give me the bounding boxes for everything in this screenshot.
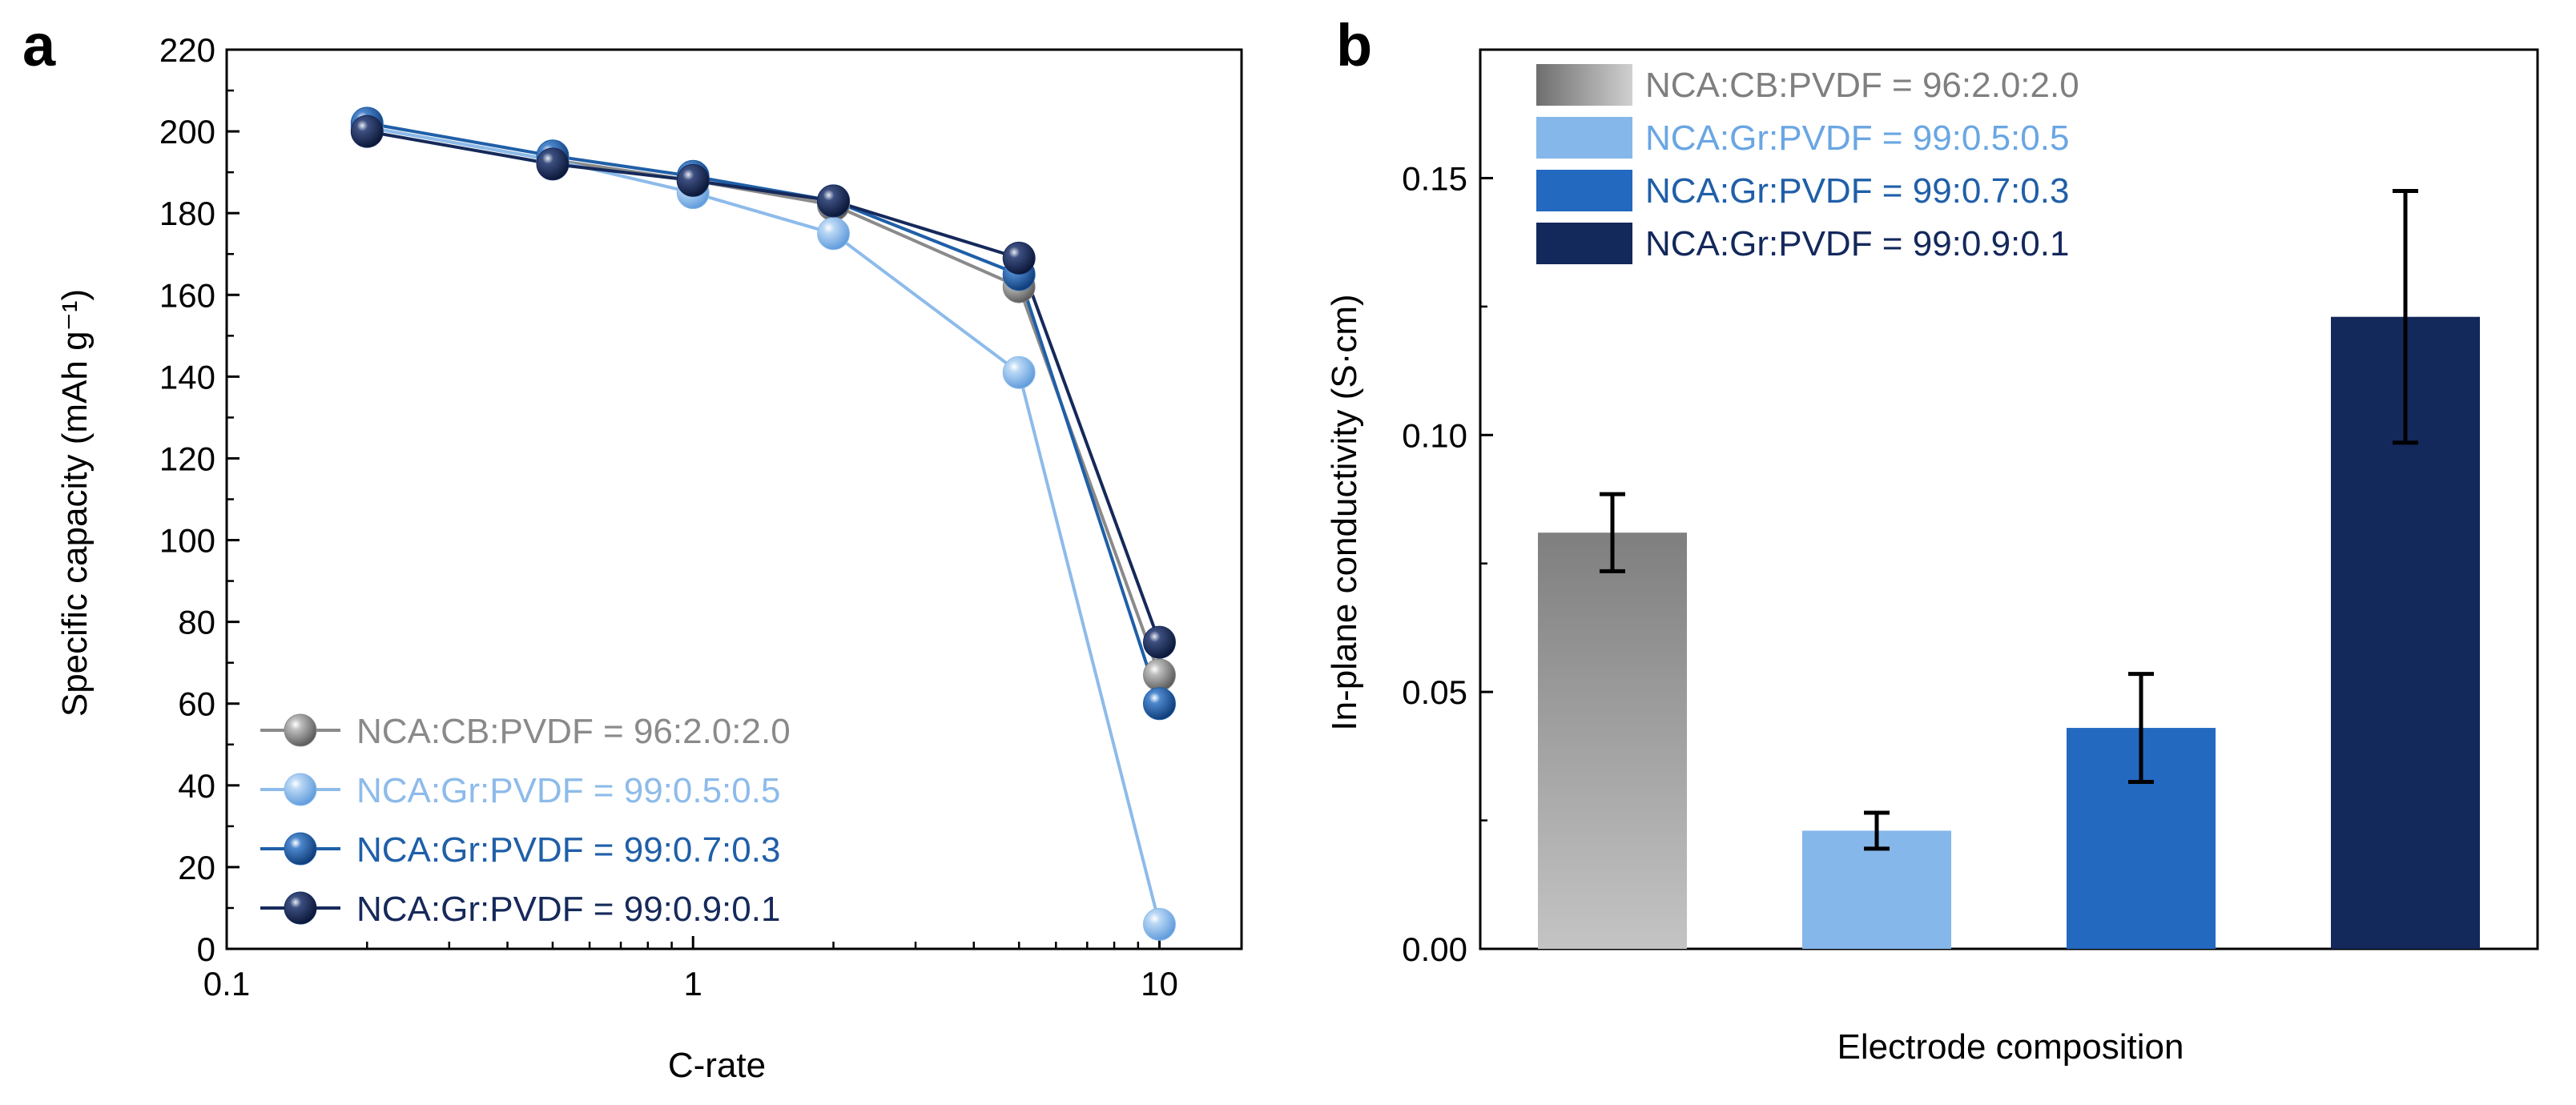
conductivity-axes: 0.00 0.05 0.10 0.15 xyxy=(1402,48,2539,968)
conductivity-y-axis-label: In-plane conductivity (S·cm) xyxy=(1325,294,1364,730)
capacity-y-tick-label: 0 xyxy=(197,930,215,968)
conductivity-legend-swatch xyxy=(1536,117,1632,159)
capacity-data-point xyxy=(350,115,384,148)
capacity-y-tick-label: 160 xyxy=(159,276,215,314)
conductivity-plot-frame xyxy=(1479,48,2539,950)
capacity-data-point xyxy=(1002,356,1036,389)
capacity-data-point xyxy=(817,184,851,218)
capacity-legend-label: NCA:Gr:PVDF = 99:0.5:0.5 xyxy=(356,771,780,810)
conductivity-legend-swatch xyxy=(1536,223,1632,264)
capacity-data-point xyxy=(1142,625,1176,659)
conductivity-legend-label: NCA:Gr:PVDF = 99:0.9:0.1 xyxy=(1645,224,2069,263)
capacity-y-tick-label: 200 xyxy=(159,113,215,151)
capacity-data-point xyxy=(676,163,710,197)
conductivity-legend: NCA:CB:PVDF = 96:2.0:2.0 NCA:Gr:PVDF = 99… xyxy=(1536,64,2079,264)
conductivity-bar xyxy=(1538,532,1687,949)
capacity-x-tick-label: 1 xyxy=(684,965,702,1003)
conductivity-chart: 0.00 0.05 0.10 0.15 NCA:CB:PVDF = 96:2.0:2.… xyxy=(1325,48,2539,1067)
conductivity-error-bars xyxy=(1600,188,2418,851)
conductivity-y-tick-label: 0.10 xyxy=(1402,416,1467,454)
capacity-y-tick-label: 220 xyxy=(159,31,215,69)
conductivity-bars xyxy=(1538,316,2480,950)
capacity-y-tick-label: 40 xyxy=(178,767,215,805)
capacity-x-axis-label: C-rate xyxy=(668,1046,766,1085)
capacity-legend: NCA:CB:PVDF = 96:2.0:2.0 NCA:Gr:PVDF = 99… xyxy=(260,712,791,929)
conductivity-legend-swatch xyxy=(1536,64,1632,106)
conductivity-y-tick-label: 0.15 xyxy=(1402,159,1467,197)
capacity-series-line xyxy=(366,121,1161,705)
conductivity-x-axis-label: Electrode composition xyxy=(1837,1027,2184,1067)
capacity-y-tick-label: 100 xyxy=(159,522,215,560)
capacity-data-point xyxy=(1142,907,1176,941)
panel-b-letter: b xyxy=(1336,12,1372,78)
capacity-series-line xyxy=(366,130,1161,643)
capacity-legend-label: NCA:CB:PVDF = 96:2.0:2.0 xyxy=(356,712,791,751)
capacity-series-lines xyxy=(366,121,1161,925)
capacity-y-tick-label: 140 xyxy=(159,358,215,396)
capacity-y-tick-label: 180 xyxy=(159,195,215,232)
capacity-legend-label: NCA:Gr:PVDF = 99:0.7:0.3 xyxy=(356,830,780,870)
capacity-series-line xyxy=(366,126,1161,925)
capacity-data-point xyxy=(817,217,851,251)
capacity-legend-marker xyxy=(284,773,317,806)
capacity-data-point xyxy=(1142,687,1176,721)
capacity-legend-marker xyxy=(284,713,317,747)
capacity-series-line xyxy=(366,126,1161,676)
capacity-chart: 0 20 40 60 80 100 120 140 160 180 200 220 0.1 1 10 NCA… xyxy=(55,31,1243,1085)
capacity-legend-label: NCA:Gr:PVDF = 99:0.9:0.1 xyxy=(356,890,780,929)
capacity-x-tick-label: 0.1 xyxy=(203,965,250,1003)
capacity-data-point xyxy=(536,147,570,181)
capacity-y-tick-label: 20 xyxy=(178,849,215,886)
conductivity-legend-label: NCA:Gr:PVDF = 99:0.5:0.5 xyxy=(1645,119,2069,158)
capacity-legend-marker xyxy=(284,832,317,866)
conductivity-legend-label: NCA:CB:PVDF = 96:2.0:2.0 xyxy=(1645,66,2079,105)
conductivity-legend-label: NCA:Gr:PVDF = 99:0.7:0.3 xyxy=(1645,171,2069,211)
conductivity-legend-swatch xyxy=(1536,170,1632,211)
capacity-y-tick-label: 80 xyxy=(178,604,215,641)
capacity-legend-marker xyxy=(284,891,317,925)
capacity-y-tick-label: 120 xyxy=(159,440,215,477)
conductivity-y-tick-label: 0.00 xyxy=(1402,930,1467,968)
capacity-x-tick-label: 10 xyxy=(1141,965,1178,1003)
capacity-y-axis-label: Specific capacity (mAh g⁻¹) xyxy=(55,289,95,717)
conductivity-y-tick-label: 0.05 xyxy=(1402,673,1467,711)
capacity-axes: 0 20 40 60 80 100 120 140 160 180 200 220 0.1 1 10 xyxy=(159,31,1243,1003)
capacity-y-tick-label: 60 xyxy=(178,685,215,723)
capacity-data-point xyxy=(1002,241,1036,275)
capacity-series-points xyxy=(350,106,1176,941)
capacity-data-point xyxy=(1142,658,1176,692)
panel-a-letter: a xyxy=(22,12,56,78)
